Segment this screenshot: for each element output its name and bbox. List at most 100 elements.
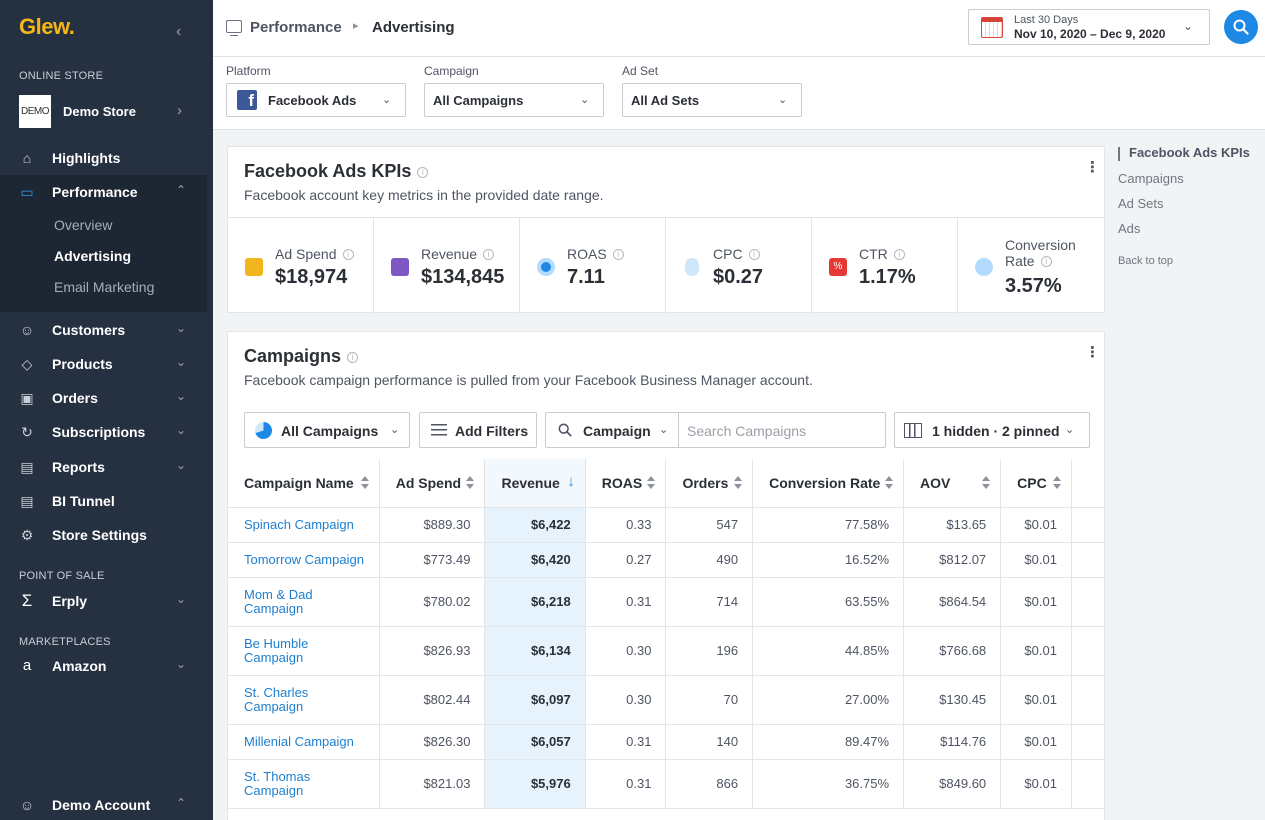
more-options-icon[interactable]: ⋮	[1085, 159, 1100, 176]
kpi-value: $0.27	[713, 266, 764, 288]
sidebar-item-customers[interactable]: ☺ Customers ⌄	[0, 313, 207, 347]
column-label: Orders	[682, 474, 729, 491]
ad-set-select[interactable]: All Ad Sets ⌄	[622, 83, 802, 117]
toc-ads[interactable]: Ads	[1118, 221, 1141, 236]
search-button[interactable]	[1224, 10, 1258, 44]
store-name: Demo Store	[63, 104, 136, 119]
column-label: Campaign Name	[244, 474, 354, 491]
info-icon[interactable]: i	[893, 249, 905, 260]
info-icon[interactable]: i	[748, 249, 760, 260]
glew-logo[interactable]: Glew.	[19, 14, 75, 39]
sidebar-item-orders[interactable]: ▣ Orders ⌄	[0, 381, 207, 415]
info-icon[interactable]: i	[483, 249, 495, 260]
info-icon[interactable]: i	[612, 249, 624, 260]
more-options-icon[interactable]: ⋮	[1085, 344, 1100, 361]
table-cell: $889.30	[379, 507, 486, 543]
sidebar-subitem-email-marketing[interactable]: Email Marketing	[54, 279, 155, 295]
col-orders[interactable]: Orders	[665, 459, 754, 508]
kpi-revenue: Revenue i $134,845	[374, 218, 520, 314]
toc-campaigns[interactable]: Campaigns	[1118, 171, 1184, 186]
search-input[interactable]: Search Campaigns	[687, 423, 807, 439]
campaigns-table: Campaign Name Ad Spend Revenue ↓ ROAS Ord…	[228, 459, 1104, 809]
sidebar-subitem-advertising[interactable]: Advertising	[54, 248, 132, 264]
col-conversion-rate[interactable]: Conversion Rate	[752, 459, 905, 508]
col-revenue[interactable]: Revenue ↓	[484, 459, 586, 508]
sidebar-item-bi-tunnel[interactable]: ▤ BI Tunnel	[0, 484, 207, 518]
table-row: St. Charles Campaign $802.44 $6,097 0.30 70 2…	[228, 675, 1104, 725]
segment-select[interactable]: All Campaigns ⌄	[244, 412, 410, 448]
register-icon	[391, 258, 409, 276]
table-cell: 140	[665, 724, 754, 760]
table-cell: 0.27	[585, 542, 667, 578]
table-cell: $0.01	[1000, 759, 1072, 809]
toc-facebook-ads-kpis[interactable]: Facebook Ads KPIs	[1129, 145, 1250, 160]
collapse-sidebar-icon[interactable]: ‹	[176, 23, 182, 40]
sidebar-item-products[interactable]: ◇ Products ⌄	[0, 347, 207, 381]
table-cell: 89.47%	[752, 724, 905, 760]
sidebar-item-label: Customers	[52, 322, 126, 338]
sidebar-item-reports[interactable]: ▤ Reports ⌄	[0, 450, 207, 484]
back-to-top-link[interactable]: Back to top	[1118, 255, 1174, 267]
info-icon[interactable]: i	[1040, 256, 1052, 267]
campaign-name-link[interactable]: Be Humble Campaign	[228, 626, 380, 676]
sidebar-item-highlights[interactable]: ⌂ Highlights	[0, 141, 207, 175]
table-cell: $0.01	[1000, 626, 1072, 676]
col-cpc[interactable]: CPC	[1000, 459, 1072, 508]
conversion-icon	[975, 258, 993, 276]
table-cell: $849.60	[903, 759, 1002, 809]
campaign-name-link[interactable]: Spinach Campaign	[228, 507, 380, 543]
toc-ad-sets[interactable]: Ad Sets	[1118, 196, 1164, 211]
campaign-name-link[interactable]: Tomorrow Campaign	[228, 542, 380, 578]
chevron-up-icon: ⌃	[176, 796, 187, 810]
campaign-select[interactable]: All Campaigns ⌄	[424, 83, 604, 117]
segment-value: All Campaigns	[281, 423, 379, 439]
campaign-name-link[interactable]: Mom & Dad Campaign	[228, 577, 380, 627]
table-cell	[1071, 675, 1104, 725]
campaign-name-link[interactable]: St. Charles Campaign	[228, 675, 380, 725]
sidebar-item-amazon[interactable]: a Amazon ⌄	[0, 649, 207, 683]
campaign-name-link[interactable]: St. Thomas Campaign	[228, 759, 380, 809]
tag-icon: ◇	[21, 356, 33, 372]
sidebar-item-label: Highlights	[52, 150, 121, 166]
sort-icon	[982, 476, 991, 490]
col-campaign-name[interactable]: Campaign Name	[228, 459, 380, 508]
table-cell: $6,134	[484, 626, 586, 676]
info-icon[interactable]: i	[342, 249, 354, 260]
store-switcher[interactable]: DEMO Demo Store ›	[19, 95, 199, 129]
table-cell	[1071, 577, 1104, 627]
sidebar-item-subscriptions[interactable]: ↻ Subscriptions ⌄	[0, 415, 207, 449]
campaign-name-link[interactable]: Millenial Campaign	[228, 724, 380, 760]
table-cell: $6,422	[484, 507, 586, 543]
search-field-select[interactable]: Campaign	[583, 423, 651, 439]
sidebar-item-erply[interactable]: Σ Erply ⌄	[0, 584, 207, 618]
sidebar-item-account[interactable]: ☺ Demo Account ⌃	[0, 788, 207, 820]
performance-submenu: Overview Advertising Email Marketing	[0, 209, 207, 312]
columns-button[interactable]: 1 hidden · 2 pinned ⌄	[894, 412, 1090, 448]
kpi-label-text: Ad Spend	[275, 246, 337, 262]
add-filters-button[interactable]: Add Filters	[419, 412, 537, 448]
platform-select[interactable]: f Facebook Ads ⌄	[226, 83, 406, 117]
table-cell: 0.30	[585, 675, 667, 725]
col-ad-spend[interactable]: Ad Spend	[379, 459, 486, 508]
sidebar-item-label: Erply	[52, 593, 88, 609]
sort-desc-icon: ↓	[567, 473, 575, 490]
info-icon[interactable]: i	[347, 352, 359, 363]
sidebar-subitem-overview[interactable]: Overview	[54, 217, 113, 233]
chevron-up-icon: ⌃	[176, 183, 187, 197]
table-cell: 0.30	[585, 626, 667, 676]
col-roas[interactable]: ROAS	[585, 459, 667, 508]
campaigns-table-wrap: Campaign Name Ad Spend Revenue ↓ ROAS Ord…	[228, 459, 1104, 820]
kpi-label: CTR i	[859, 246, 905, 262]
col-aov[interactable]: AOV	[903, 459, 1002, 508]
date-range-picker[interactable]: Last 30 Days Nov 10, 2020 – Dec 9, 2020 …	[968, 9, 1210, 45]
sort-icon	[466, 476, 475, 490]
sidebar-item-label: Orders	[52, 390, 98, 406]
col-overflow	[1071, 459, 1104, 508]
breadcrumb-performance[interactable]: Performance	[250, 19, 342, 36]
sidebar-item-performance[interactable]: ▭ Performance ⌃	[0, 175, 207, 209]
sidebar-item-store-settings[interactable]: ⚙ Store Settings	[0, 518, 207, 552]
breadcrumb-separator-icon: ▸	[353, 20, 359, 32]
info-icon[interactable]: i	[417, 167, 429, 178]
table-row: Be Humble Campaign $826.93 $6,134 0.30 196 44…	[228, 626, 1104, 676]
top-header: Performance ▸ Advertising Last 30 Days N…	[213, 0, 1265, 57]
